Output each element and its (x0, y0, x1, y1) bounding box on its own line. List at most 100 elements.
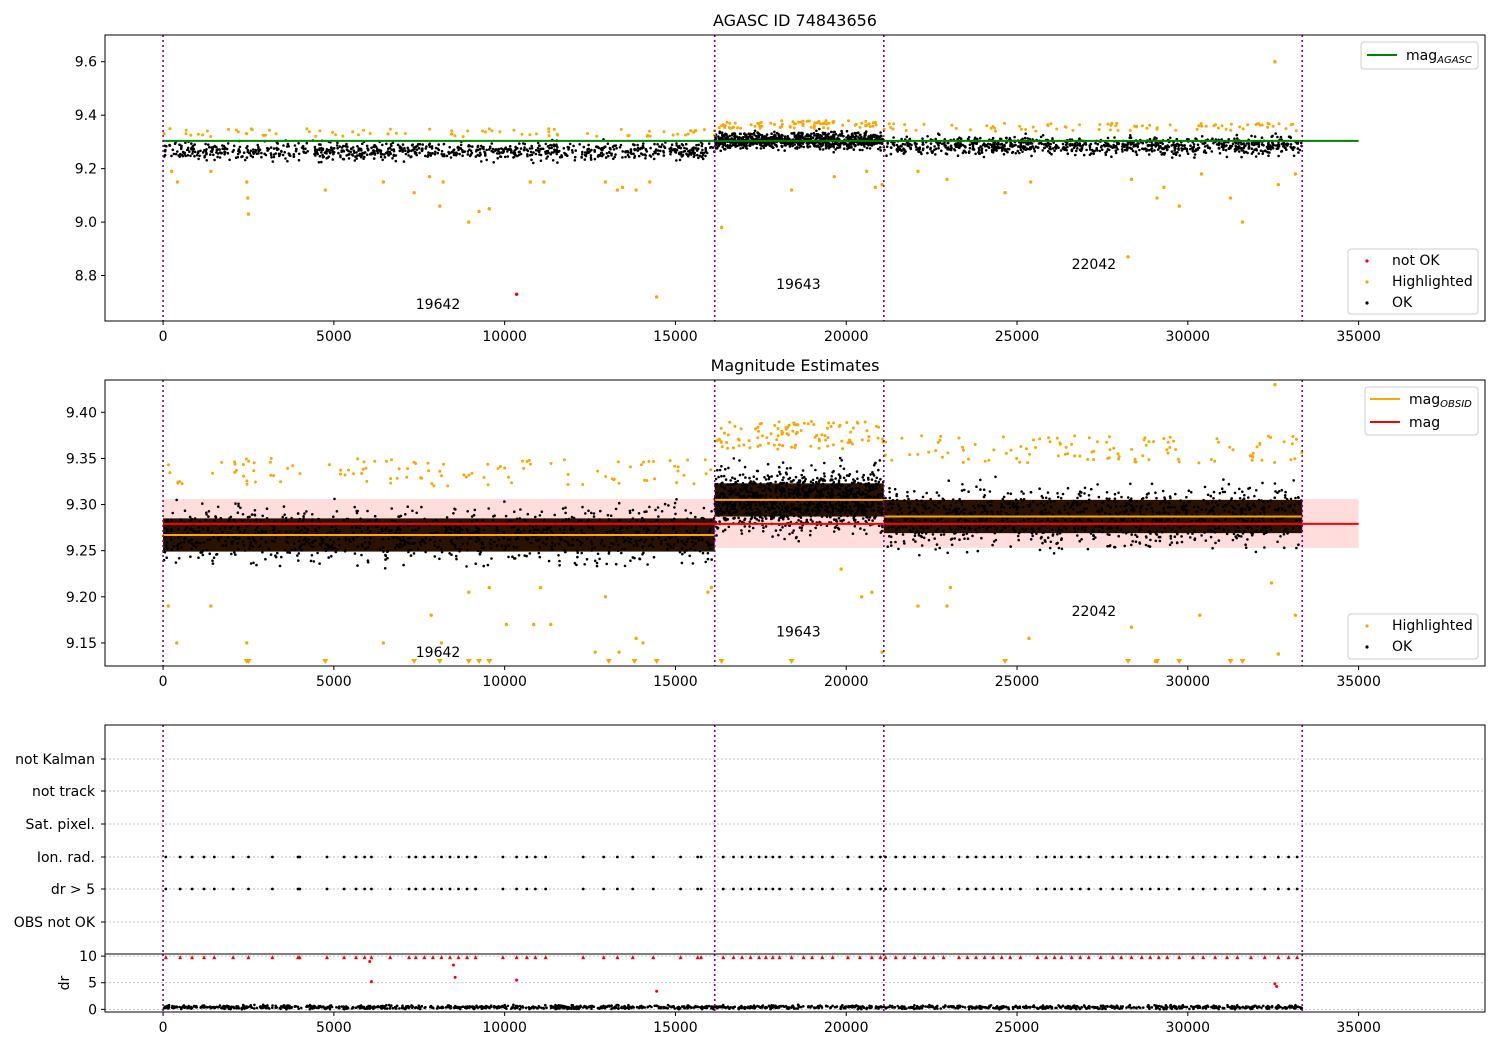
ok-point (959, 137, 963, 140)
ok-point (678, 144, 681, 148)
ok-point (1075, 149, 1078, 153)
ok-point (1174, 151, 1177, 155)
ok-point (447, 150, 450, 154)
ok-point (692, 148, 695, 152)
ok-point (211, 148, 214, 152)
ok-point (237, 502, 240, 506)
ok-point (806, 491, 809, 495)
ok-point (797, 487, 800, 490)
ok-point (871, 519, 874, 522)
highlighted-point (547, 134, 551, 138)
ok-point (570, 544, 573, 547)
ok-point (1177, 145, 1180, 148)
ok-point (170, 518, 174, 522)
ok-point (558, 528, 562, 531)
ok-point (478, 552, 482, 556)
highlighted-point (871, 124, 875, 128)
ok-point (639, 146, 643, 150)
ok-point (956, 154, 960, 157)
highlighted-point (831, 121, 835, 125)
ok-point (845, 129, 849, 133)
ok-point (573, 561, 577, 565)
ok-point (204, 518, 207, 521)
ok-point (723, 147, 726, 151)
highlighted-point (268, 128, 272, 132)
ok-point (1036, 146, 1039, 149)
ok-point (313, 145, 317, 149)
ok-point (811, 520, 814, 523)
ok-point (470, 515, 474, 518)
ok-point (173, 545, 176, 548)
ok-point (470, 151, 474, 155)
ok-point (426, 155, 430, 158)
ok-point (287, 152, 291, 155)
ok-point (213, 144, 217, 148)
ok-point (221, 144, 224, 147)
ok-point (359, 517, 362, 521)
ok-point (519, 147, 523, 150)
ok-point (748, 476, 751, 480)
ok-point (273, 540, 276, 543)
ok-point (679, 146, 683, 150)
ok-point (445, 154, 449, 158)
ok-point (972, 148, 976, 151)
panel1-observation-label: 22042 (1072, 257, 1117, 273)
ok-point (1104, 142, 1108, 145)
ok-point (694, 542, 697, 545)
ok-point (546, 155, 549, 158)
ok-point (553, 543, 557, 547)
ok-point (608, 530, 612, 533)
highlighted-point (438, 204, 442, 208)
ok-point (403, 539, 407, 543)
ok-point (973, 136, 977, 140)
ok-point (697, 156, 700, 160)
ok-point (182, 151, 186, 154)
ok-point (551, 159, 555, 162)
ok-point (473, 508, 477, 512)
ok-point (424, 154, 427, 158)
ok-point (358, 526, 362, 530)
ok-point (580, 519, 583, 523)
ok-point (660, 510, 664, 513)
ok-point (820, 515, 824, 518)
highlighted-point (760, 124, 764, 128)
ok-point (565, 540, 569, 544)
highlighted-point (702, 128, 706, 132)
highlighted-point (758, 126, 762, 130)
ok-point (729, 486, 733, 490)
ok-point (361, 545, 364, 548)
highlighted-point (1063, 125, 1067, 129)
ok-point (828, 496, 831, 500)
ok-point (771, 535, 774, 538)
ok-point (909, 146, 912, 150)
ok-point (862, 473, 865, 477)
ok-point (476, 549, 480, 553)
ok-point (646, 563, 649, 566)
ok-point (389, 143, 393, 146)
ok-point (216, 505, 220, 509)
ok-point (522, 142, 525, 145)
ok-point (674, 535, 678, 539)
ok-point (249, 149, 253, 153)
ok-point (672, 148, 676, 151)
ok-point (382, 546, 385, 549)
ok-point (675, 159, 678, 162)
ok-point (1014, 143, 1017, 147)
ok-point (1153, 149, 1156, 152)
ok-point (1045, 145, 1049, 148)
ok-point (895, 148, 899, 151)
ok-point (1276, 143, 1279, 147)
ok-point (409, 548, 413, 552)
ok-point (443, 154, 446, 158)
ok-point (1233, 149, 1237, 153)
ok-point (353, 151, 356, 154)
ok-point (620, 526, 623, 529)
ok-point (1189, 144, 1192, 147)
highlighted-point (891, 127, 895, 131)
ok-point (193, 150, 197, 154)
ok-point (789, 142, 792, 146)
ok-point (561, 507, 565, 510)
ok-point (378, 548, 382, 551)
ok-point (1096, 142, 1100, 146)
ok-point (568, 142, 572, 146)
